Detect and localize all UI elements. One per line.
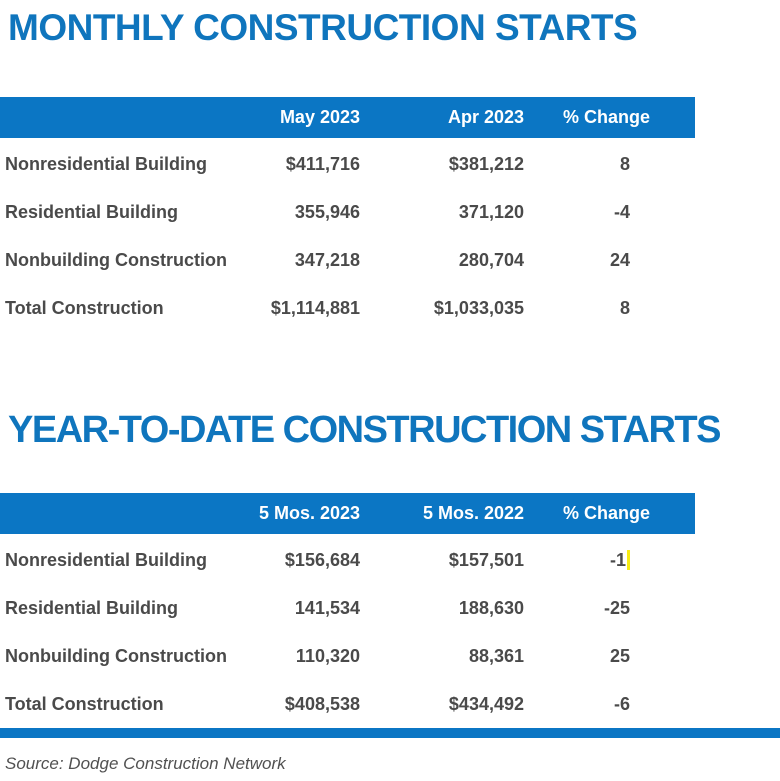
table-row: Nonbuilding Construction 347,218 280,704… (0, 236, 695, 284)
value-cell: 188,630 (458, 597, 524, 618)
value-cell: 280,704 (458, 249, 524, 270)
table-row: Residential Building 141,534 188,630 -25 (0, 584, 695, 632)
column-header-pct-change: % Change (562, 107, 650, 127)
table-row: Total Construction $408,538 $434,492 -6 (0, 680, 695, 728)
value-cell: $1,033,035 (433, 297, 524, 318)
row-label: Nonbuilding Construction (5, 645, 227, 666)
pct-change-cell: -25 (524, 598, 650, 619)
monthly-table: May 2023 Apr 2023 % Change Nonresidentia… (0, 97, 695, 332)
value-cell: 110,320 (295, 645, 360, 666)
value-cell: 88,361 (468, 645, 524, 666)
pct-change-cell: 8 (524, 298, 650, 319)
column-header-apr-2023: Apr 2023 (447, 107, 524, 127)
monthly-table-body: Nonresidential Building $411,716 $381,21… (0, 138, 695, 332)
row-label: Total Construction (5, 693, 164, 714)
pct-change-value: 24 (609, 249, 630, 270)
pct-change-value: 8 (619, 297, 630, 318)
column-header-5mos-2023: 5 Mos. 2023 (258, 503, 360, 523)
pct-change-cell: 24 (524, 250, 650, 271)
value-cell: 141,534 (294, 597, 360, 618)
pct-change-cell: 8 (524, 154, 650, 175)
table-row: Total Construction $1,114,881 $1,033,035… (0, 284, 695, 332)
pct-change-cell: -6 (524, 694, 650, 715)
table-row: Nonbuilding Construction 110,320 88,361 … (0, 632, 695, 680)
row-label: Residential Building (5, 201, 179, 222)
pct-change-value: -4 (613, 201, 630, 222)
pct-change-cell: -1 (524, 549, 650, 571)
value-cell: $157,501 (448, 549, 524, 570)
value-cell: $156,684 (284, 549, 360, 570)
monthly-title: MONTHLY CONSTRUCTION STARTS (8, 7, 638, 48)
row-label: Nonresidential Building (5, 153, 208, 174)
table-row: Residential Building 355,946 371,120 -4 (0, 188, 695, 236)
pct-change-value: -6 (613, 693, 630, 714)
value-cell: $411,716 (285, 153, 360, 174)
ytd-title: YEAR-TO-DATE CONSTRUCTION STARTS (8, 409, 721, 451)
row-label: Total Construction (5, 297, 164, 318)
source-note: Source: Dodge Construction Network (5, 754, 286, 773)
table-row: Nonresidential Building $156,684 $157,50… (0, 536, 695, 584)
pct-change-cell: 25 (524, 646, 650, 667)
column-header-may-2023: May 2023 (279, 107, 360, 127)
column-header-5mos-2022: 5 Mos. 2022 (422, 503, 524, 523)
value-cell: $1,114,881 (270, 297, 360, 318)
pct-change-value: -25 (603, 597, 630, 618)
pct-change-cell: -4 (524, 202, 650, 223)
value-cell: 347,218 (294, 249, 360, 270)
value-cell: $434,492 (448, 693, 524, 714)
value-cell: 371,120 (458, 201, 524, 222)
ytd-table-body: Nonresidential Building $156,684 $157,50… (0, 534, 695, 728)
pct-change-value: 25 (609, 645, 630, 666)
pct-change-value: -1 (609, 549, 626, 570)
ytd-table-header: 5 Mos. 2023 5 Mos. 2022 % Change (0, 493, 695, 534)
row-label: Nonbuilding Construction (5, 249, 227, 270)
pct-change-value: 8 (619, 153, 630, 174)
column-header-pct-change: % Change (562, 503, 650, 523)
row-label: Residential Building (5, 597, 179, 618)
ytd-table: 5 Mos. 2023 5 Mos. 2022 % Change Nonresi… (0, 493, 695, 728)
value-cell: $408,538 (284, 693, 360, 714)
value-cell: 355,946 (294, 201, 360, 222)
table-row: Nonresidential Building $411,716 $381,21… (0, 140, 695, 188)
value-cell: $381,212 (448, 153, 524, 174)
yellow-cursor-artifact (627, 549, 630, 570)
row-label: Nonresidential Building (5, 549, 208, 570)
monthly-table-header: May 2023 Apr 2023 % Change (0, 97, 695, 138)
bottom-blue-rule (0, 728, 780, 738)
